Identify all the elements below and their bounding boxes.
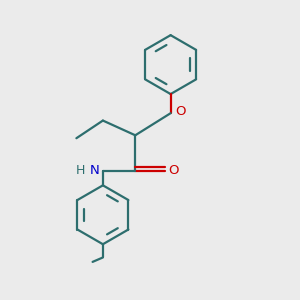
Text: H: H bbox=[75, 164, 85, 176]
Text: O: O bbox=[175, 105, 185, 118]
Text: N: N bbox=[90, 164, 100, 176]
Text: O: O bbox=[168, 164, 179, 177]
